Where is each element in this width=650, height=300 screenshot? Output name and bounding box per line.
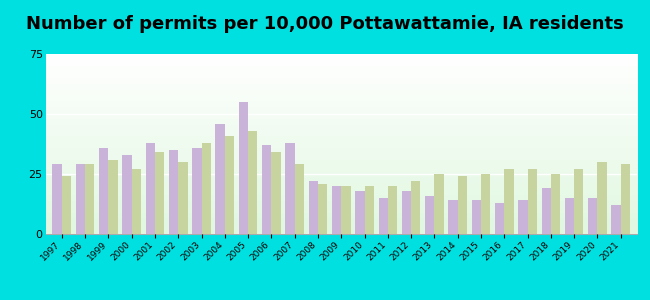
Bar <box>597 162 606 234</box>
Bar <box>541 188 551 234</box>
Bar <box>481 174 490 234</box>
Bar <box>612 205 621 234</box>
Bar <box>411 181 421 234</box>
Bar <box>294 164 304 234</box>
Bar <box>285 143 294 234</box>
Bar <box>341 186 350 234</box>
Bar <box>332 186 341 234</box>
Bar <box>458 176 467 234</box>
Bar <box>448 200 458 234</box>
Bar <box>216 124 225 234</box>
Bar <box>272 152 281 234</box>
Bar <box>378 198 388 234</box>
Bar <box>146 143 155 234</box>
Bar <box>248 131 257 234</box>
Bar <box>225 136 234 234</box>
Bar <box>495 203 504 234</box>
Text: Number of permits per 10,000 Pottawattamie, IA residents: Number of permits per 10,000 Pottawattam… <box>26 15 624 33</box>
Bar <box>192 148 202 234</box>
Bar <box>504 169 514 234</box>
Bar <box>132 169 141 234</box>
Bar <box>202 143 211 234</box>
Bar <box>434 174 444 234</box>
Bar <box>309 181 318 234</box>
Bar <box>239 102 248 234</box>
Bar <box>99 148 109 234</box>
Bar <box>402 191 411 234</box>
Bar <box>388 186 397 234</box>
Bar <box>262 145 272 234</box>
Bar <box>318 184 328 234</box>
Bar <box>85 164 94 234</box>
Bar <box>76 164 85 234</box>
Bar <box>528 169 537 234</box>
Bar <box>109 160 118 234</box>
Bar <box>62 176 71 234</box>
Bar <box>565 198 574 234</box>
Bar <box>155 152 164 234</box>
Bar <box>122 155 132 234</box>
Bar <box>178 162 188 234</box>
Bar <box>169 150 178 234</box>
Bar <box>425 196 434 234</box>
Bar <box>621 164 630 234</box>
Bar <box>574 169 584 234</box>
Bar <box>53 164 62 234</box>
Bar <box>355 191 365 234</box>
Bar <box>472 200 481 234</box>
Bar <box>365 186 374 234</box>
Bar <box>551 174 560 234</box>
Bar <box>588 198 597 234</box>
Bar <box>518 200 528 234</box>
